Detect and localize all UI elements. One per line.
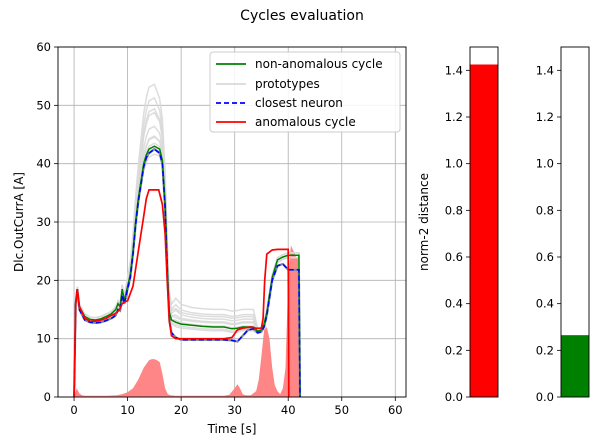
closest-neuron-line (73, 148, 301, 398)
x-tick-label: 20 (174, 403, 189, 417)
bar-y-tick-label: 1.4 (536, 63, 554, 77)
distance-bar (470, 64, 498, 397)
bar2-bars (561, 335, 589, 397)
y-tick-label: 10 (36, 332, 51, 346)
bar1-frame (469, 46, 499, 398)
y-tick-label: 20 (36, 273, 51, 287)
bar1-bars (470, 64, 498, 397)
bar-y-tick-label: 1.2 (536, 110, 554, 124)
legend-label-anomalous: anomalous cycle (255, 115, 356, 129)
x-axis-label: Time [s] (207, 422, 257, 436)
bar-y-tick-label: 0.4 (536, 297, 554, 311)
distance-bar-plot-anomalous: 0.0 0.2 0.4 0.6 0.8 1.0 1.2 1.4 norm-2 distance (417, 46, 499, 404)
bar-y-tick-label: 1.0 (536, 157, 554, 171)
bar-y-tick-label: 0.6 (445, 250, 463, 264)
legend-label-prototypes: prototypes (255, 77, 320, 91)
y-tick-label: 0 (44, 390, 51, 404)
bar2-y-axis: 0.0 0.2 0.4 0.6 0.8 1.0 1.2 1.4 (536, 63, 561, 404)
chart-title: Cycles evaluation (240, 8, 364, 24)
bar2-frame (560, 46, 590, 398)
bar-y-tick-label: 0.8 (536, 203, 554, 217)
bar-y-tick-label: 0.2 (536, 343, 554, 357)
y-tick-label: 50 (36, 98, 51, 112)
y-tick-label: 40 (36, 157, 51, 171)
legend: non-anomalous cycle prototypes closest n… (209, 51, 401, 133)
distance-bar (561, 335, 589, 397)
bar1-y-axis-label: norm-2 distance (417, 173, 431, 271)
main-series (73, 83, 302, 398)
bar-y-tick-label: 0.4 (445, 297, 463, 311)
bar-y-tick-label: 0.0 (536, 390, 554, 404)
legend-label-non-anomalous: non-anomalous cycle (255, 57, 383, 71)
x-tick-label: 10 (120, 403, 135, 417)
bar1-y-axis: 0.0 0.2 0.4 0.6 0.8 1.0 1.2 1.4 (445, 63, 470, 404)
bar-y-tick-label: 1.2 (445, 110, 463, 124)
x-tick-label: 60 (388, 403, 403, 417)
x-tick-label: 30 (227, 403, 242, 417)
y-tick-label: 60 (36, 40, 51, 54)
distance-bar-plot-non-anomalous: 0.0 0.2 0.4 0.6 0.8 1.0 1.2 1.4 (536, 46, 590, 404)
bar-y-tick-label: 1.4 (445, 63, 463, 77)
x-tick-label: 50 (334, 403, 349, 417)
bar-y-tick-label: 0.0 (445, 390, 463, 404)
main-x-axis: 0 10 20 30 40 50 60 (70, 397, 403, 417)
y-axis-label: Dlc.OutCurrA [A] (12, 172, 26, 272)
bar-y-tick-label: 0.2 (445, 343, 463, 357)
x-tick-label: 40 (281, 403, 296, 417)
legend-box (209, 51, 401, 133)
bar-y-tick-label: 1.0 (445, 157, 463, 171)
bar-y-tick-label: 0.8 (445, 203, 463, 217)
bar-y-tick-label: 0.6 (536, 250, 554, 264)
legend-label-closest-neuron: closest neuron (255, 96, 343, 110)
main-y-axis: 0 10 20 30 40 50 60 (36, 40, 58, 404)
y-tick-label: 30 (36, 215, 51, 229)
main-plot: 0 10 20 30 40 50 60 0 10 20 30 40 50 60 Time [s] Dlc… (12, 40, 407, 436)
anomalous-line (73, 189, 290, 398)
x-tick-label: 0 (70, 403, 77, 417)
